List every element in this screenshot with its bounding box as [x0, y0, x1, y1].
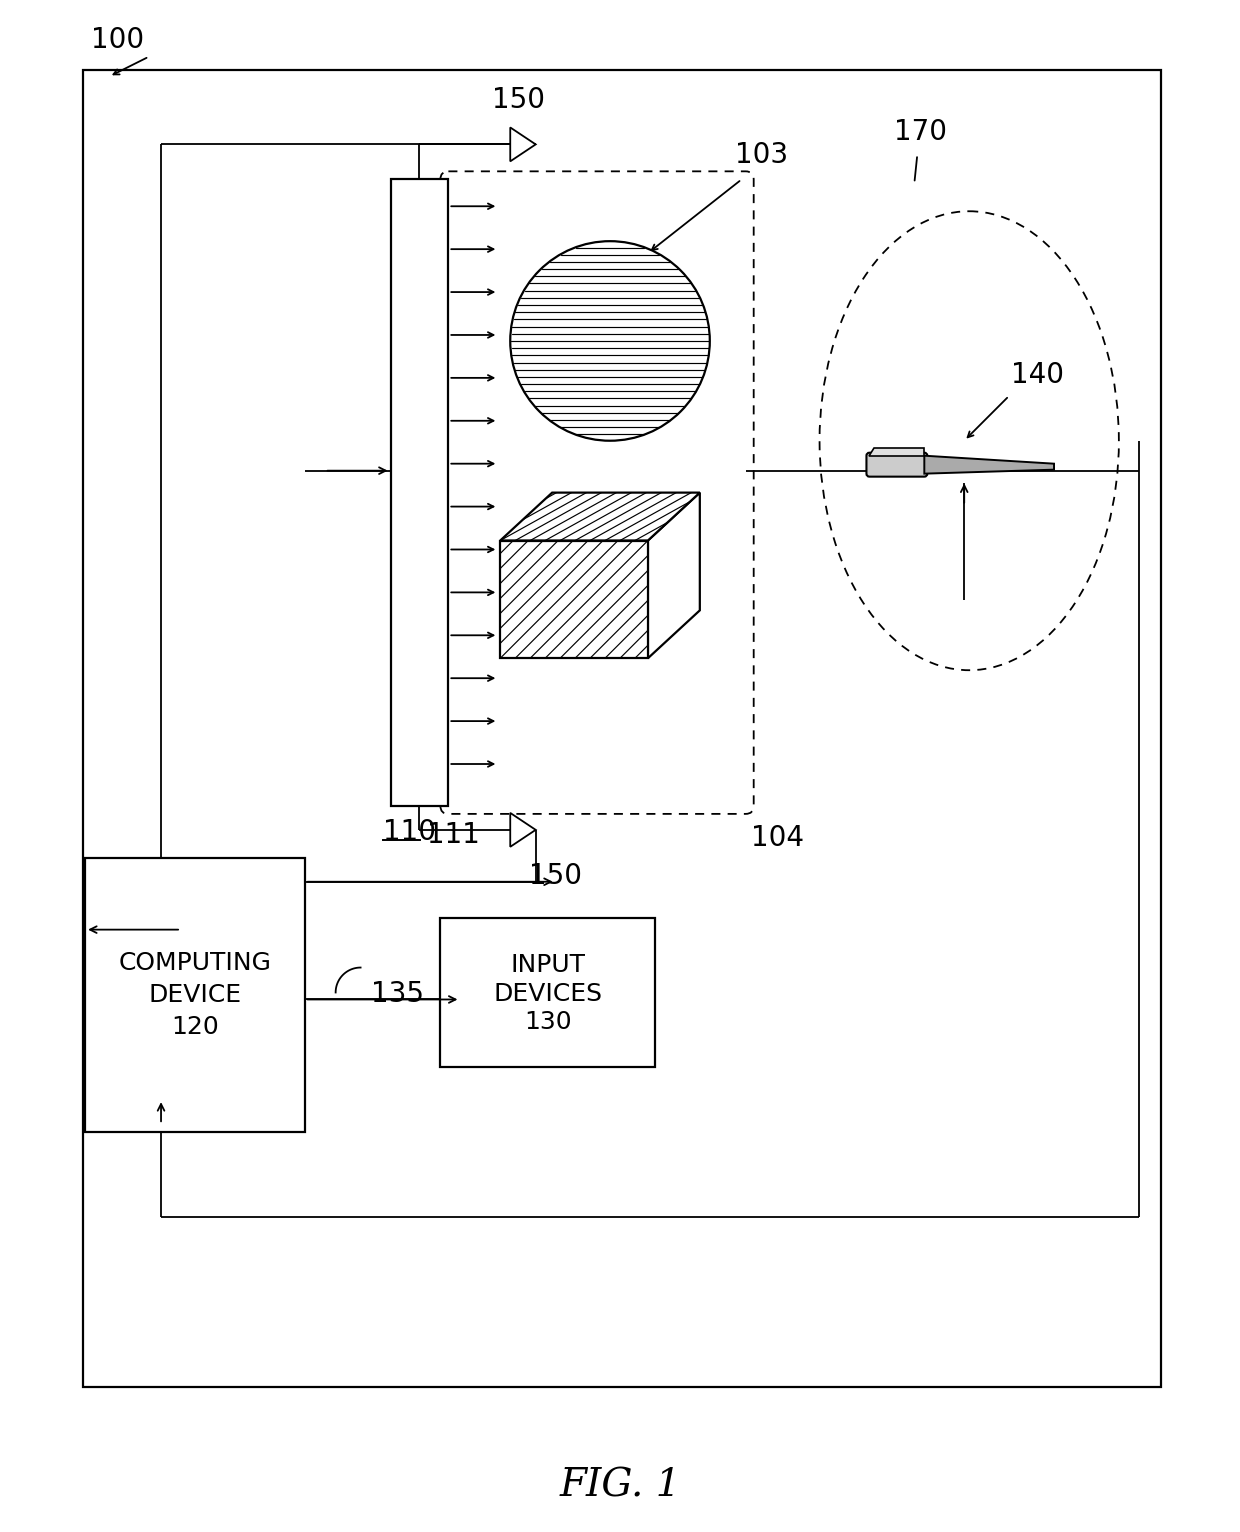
Text: 111: 111 [428, 821, 480, 849]
Text: 104: 104 [750, 824, 804, 852]
Text: COMPUTING: COMPUTING [119, 951, 272, 974]
Polygon shape [510, 127, 536, 161]
Text: 100: 100 [92, 26, 144, 54]
Polygon shape [500, 493, 699, 541]
Circle shape [510, 241, 709, 441]
Text: 110: 110 [382, 818, 435, 846]
Text: 150: 150 [528, 863, 582, 890]
Text: DEVICE: DEVICE [149, 984, 242, 1007]
Text: FIG. 1: FIG. 1 [559, 1468, 681, 1504]
Polygon shape [869, 447, 924, 455]
Text: 103: 103 [735, 141, 787, 170]
Polygon shape [500, 541, 649, 659]
Text: INPUT: INPUT [510, 953, 585, 976]
Text: 135: 135 [371, 979, 424, 1008]
Text: 170: 170 [894, 118, 947, 147]
FancyBboxPatch shape [867, 452, 928, 476]
Bar [86, 858, 305, 1132]
Text: 130: 130 [523, 1011, 572, 1034]
Bar [83, 69, 1161, 1386]
Text: DEVICES: DEVICES [494, 982, 603, 1007]
Polygon shape [924, 455, 1054, 473]
Polygon shape [649, 493, 699, 659]
Bar [440, 918, 655, 1068]
Bar [391, 179, 449, 806]
Text: 150: 150 [492, 86, 544, 115]
Text: 140: 140 [1011, 362, 1064, 389]
Text: 120: 120 [171, 1014, 218, 1039]
Polygon shape [510, 813, 536, 847]
